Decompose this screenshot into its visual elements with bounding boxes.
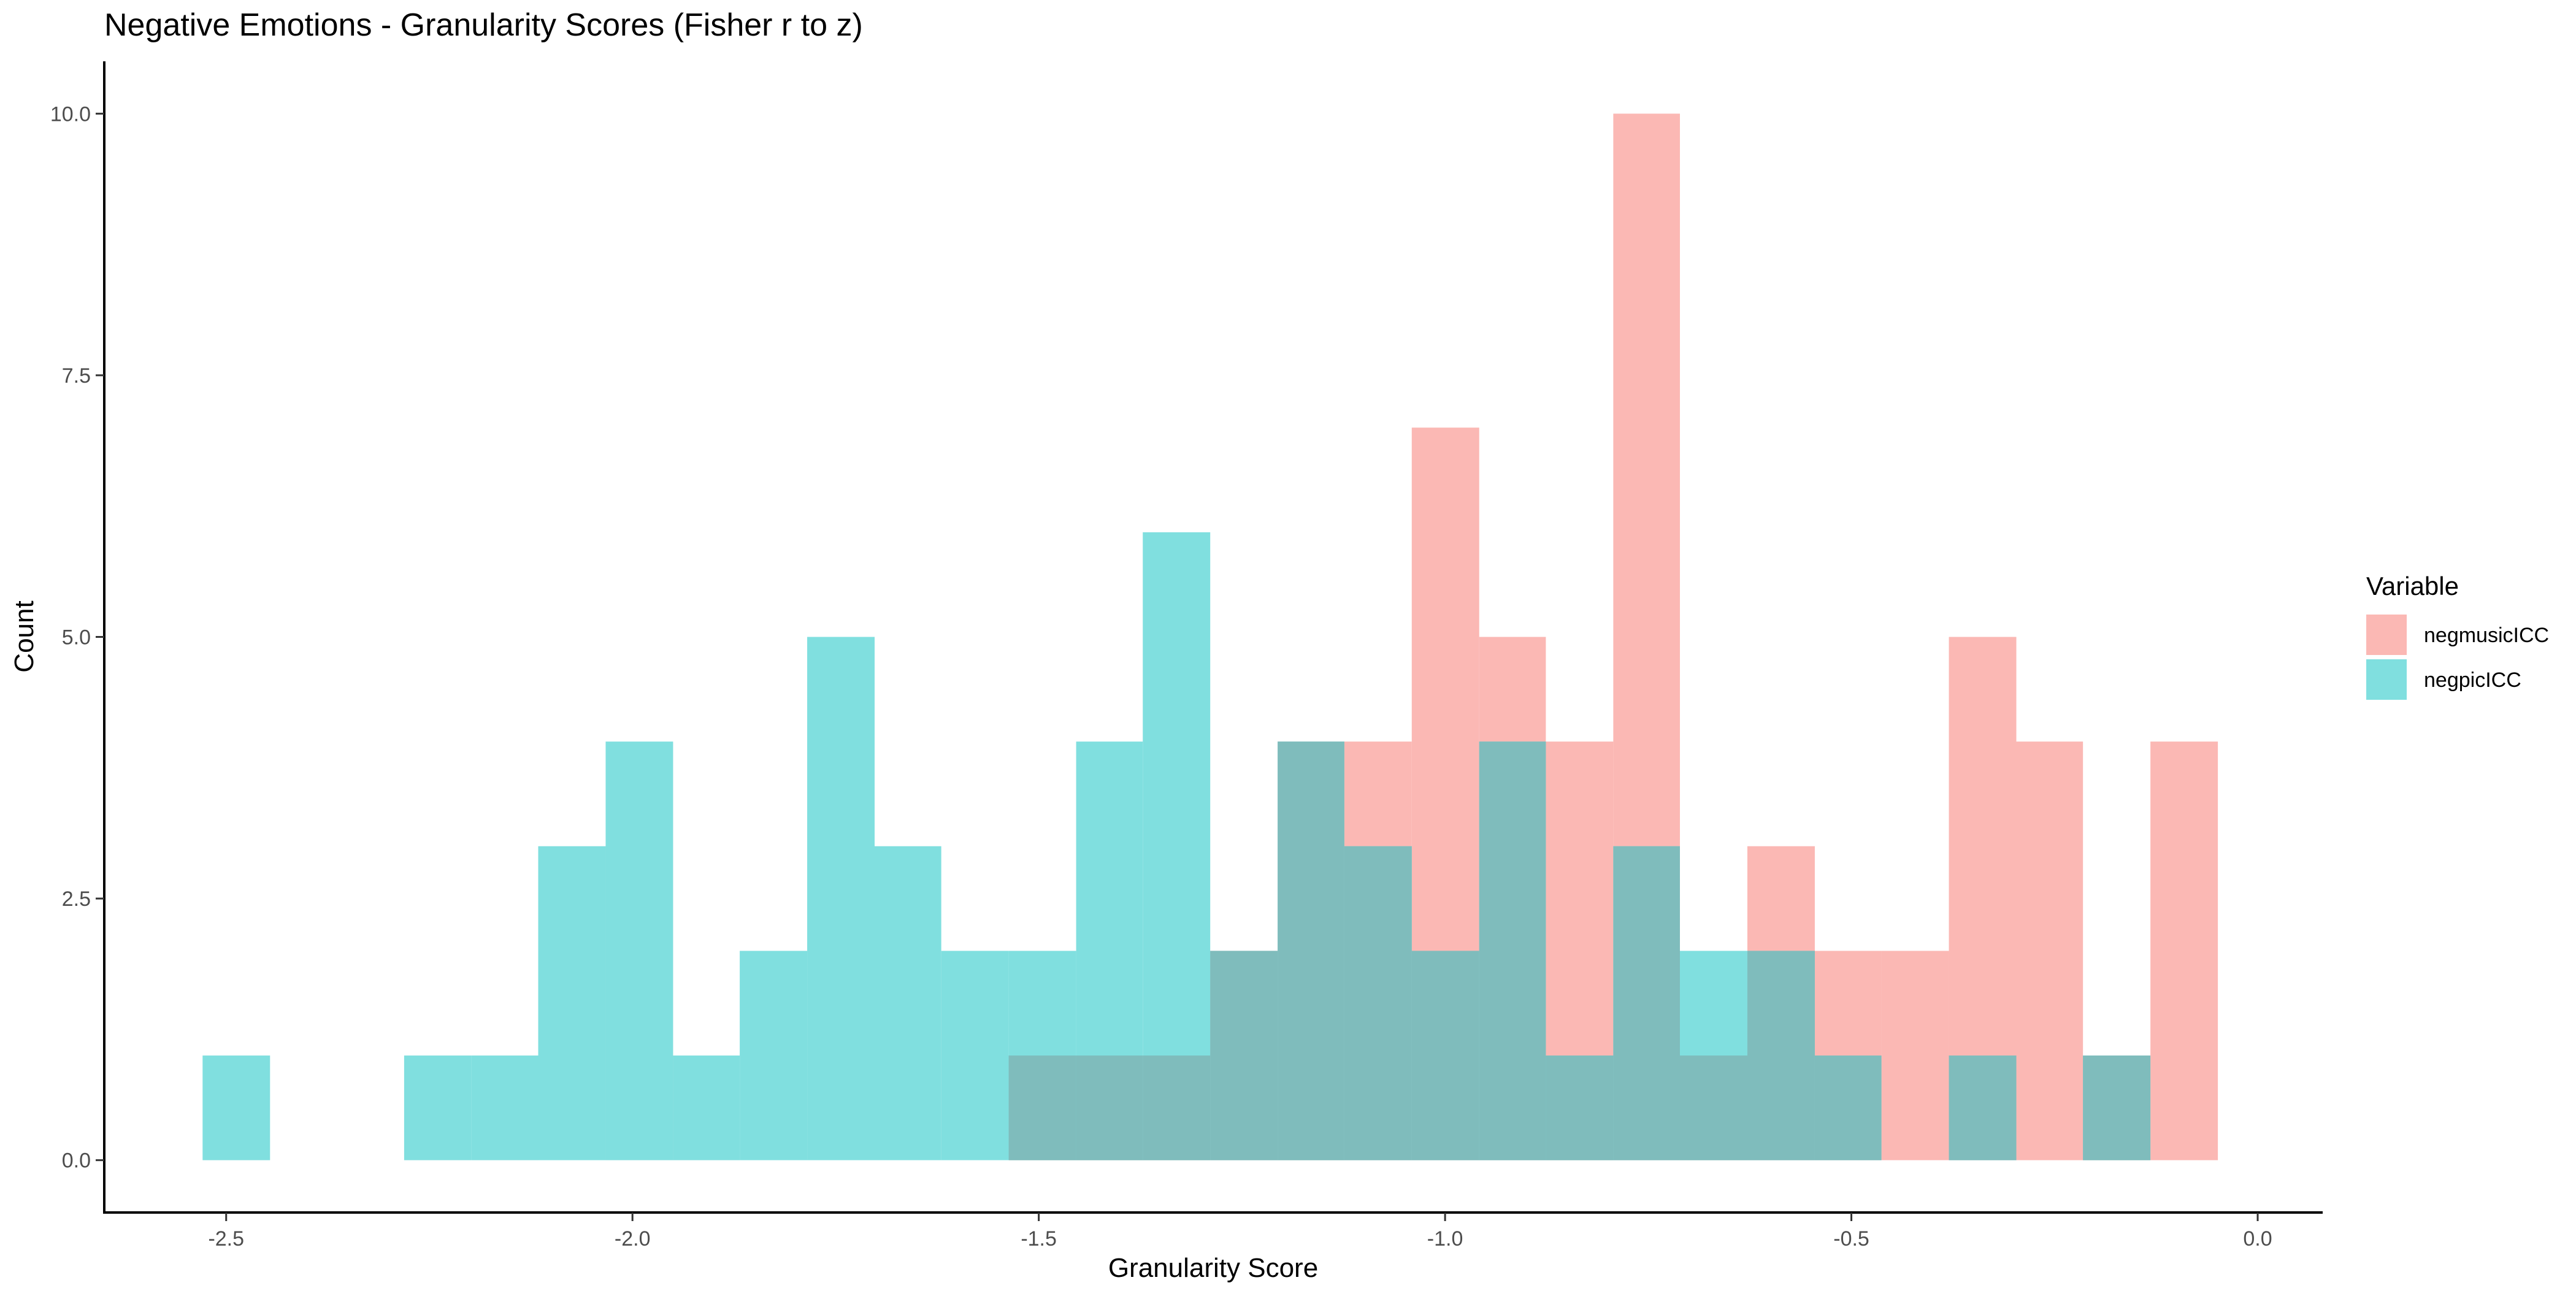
overlap-bar-2	[1143, 1055, 1211, 1160]
legend-label-negpicICC: negpicICC	[2424, 668, 2521, 692]
y-tick-label: 7.5	[62, 364, 91, 388]
bar-negpicICC-12	[1143, 532, 1211, 1160]
overlap-bar-11	[1747, 951, 1815, 1160]
legend-title: Variable	[2366, 572, 2459, 600]
bar-negpicICC-7	[807, 637, 875, 1160]
y-tick-label: 2.5	[62, 887, 91, 911]
x-tick-label: -1.5	[1021, 1227, 1057, 1251]
legend-swatch-negmusicICC	[2366, 615, 2407, 655]
bar-negmusicICC-17	[2150, 741, 2218, 1160]
overlap-bar-3	[1210, 951, 1278, 1160]
overlap-bar-4	[1278, 741, 1344, 1160]
bar-negpicICC-2	[471, 1055, 539, 1160]
chart-title: Negative Emotions - Granularity Scores (…	[104, 7, 863, 43]
bar-negpicICC-0	[202, 1055, 270, 1160]
bar-negmusicICC-15	[2016, 741, 2083, 1160]
bar-negpicICC-3	[538, 846, 606, 1160]
y-tick-label: 5.0	[62, 626, 91, 649]
x-ticks-layer: -2.5 -2.0 -1.5 -1.0 -0.5 0.0	[208, 1212, 2272, 1251]
bar-negpicICC-6	[740, 951, 808, 1160]
y-ticks-layer: 0.0 2.5 5.0 7.5 10.0	[50, 102, 104, 1173]
y-axis-label: Count	[9, 600, 39, 672]
overlap-bar-7	[1479, 741, 1546, 1160]
legend: Variable negmusicICC negpicICC	[2366, 572, 2549, 700]
x-tick-label: -1.0	[1427, 1227, 1463, 1251]
y-tick-label: 0.0	[62, 1149, 91, 1173]
bar-negpicICC-4	[605, 741, 673, 1160]
x-axis-label: Granularity Score	[1108, 1253, 1318, 1283]
overlap-bar-13	[1949, 1055, 2017, 1160]
legend-label-negmusicICC: negmusicICC	[2424, 624, 2549, 647]
x-tick-label: -0.5	[1833, 1227, 1869, 1251]
overlap-bar-14	[2083, 1055, 2151, 1160]
legend-swatch-negpicICC	[2366, 659, 2407, 700]
overlap-bar-8	[1546, 1055, 1614, 1160]
bar-negpicICC-8	[875, 846, 941, 1160]
bar-negpicICC-9	[941, 951, 1009, 1160]
y-tick-label: 10.0	[50, 102, 91, 126]
overlap-bar-9	[1613, 846, 1680, 1160]
overlap-bar-0	[1008, 1055, 1076, 1160]
overlap-layer	[1008, 741, 2151, 1160]
overlap-bar-6	[1411, 951, 1479, 1160]
bar-negmusicICC-13	[1881, 951, 1949, 1160]
overlap-bar-12	[1814, 1055, 1882, 1160]
overlap-bar-10	[1680, 1055, 1747, 1160]
overlap-bar-5	[1344, 846, 1412, 1160]
legend-items: negmusicICC negpicICC	[2366, 615, 2549, 700]
overlap-bar-1	[1076, 1055, 1143, 1160]
x-tick-label: -2.5	[208, 1227, 244, 1251]
bar-negpicICC-1	[404, 1055, 472, 1160]
x-tick-label: -2.0	[615, 1227, 651, 1251]
bar-negpicICC-5	[673, 1055, 740, 1160]
x-tick-label: 0.0	[2243, 1227, 2272, 1251]
